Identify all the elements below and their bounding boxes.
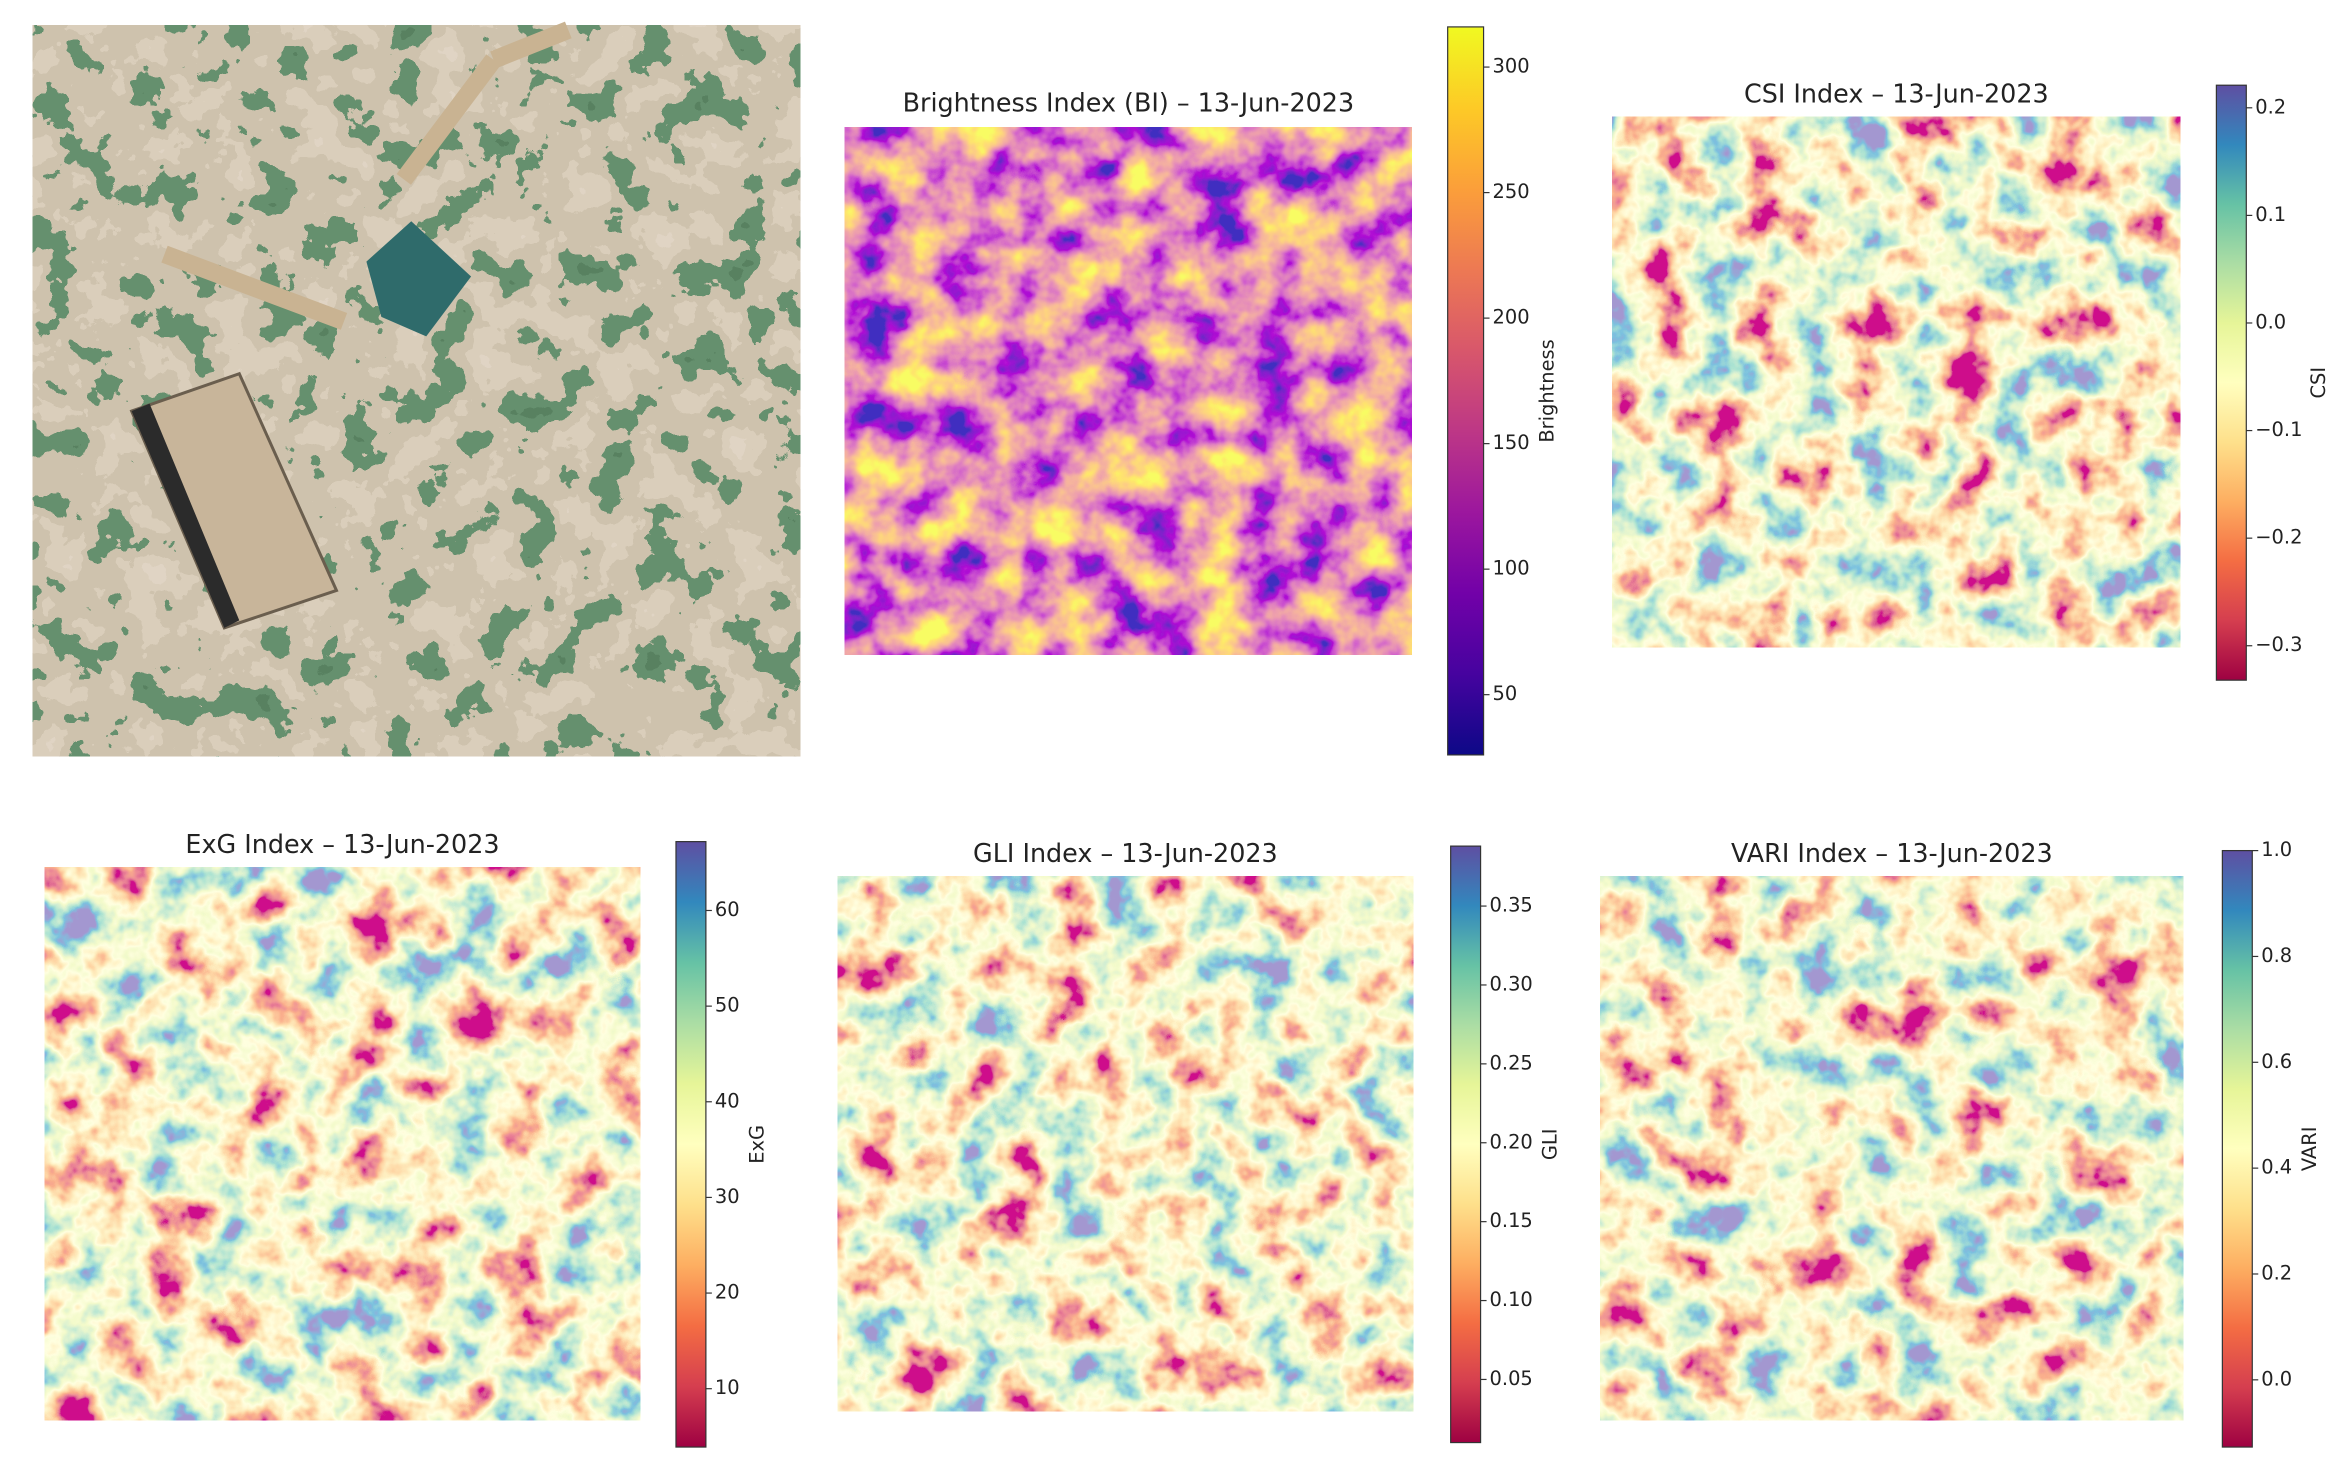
panel-title: VARI Index – 13-Jun-2023	[1731, 838, 2053, 868]
panel-title: Brightness Index (BI) – 13-Jun-2023	[903, 88, 1355, 118]
colorbar-label: Brightness	[1535, 339, 1558, 442]
colorbar-tick-label: 10	[715, 1376, 740, 1399]
colorbar-tick-label: 0.8	[2261, 944, 2292, 967]
colorbar-tick-label: −0.3	[2255, 633, 2302, 656]
colorbar-tick-label: 250	[1493, 180, 1530, 203]
colorbar-tick-label: 100	[1493, 557, 1530, 580]
colorbar-tick-label: 30	[715, 1185, 740, 1208]
colorbar	[2221, 849, 2253, 1448]
colorbar-tick-label: 0.25	[1490, 1051, 1533, 1074]
colorbar-tick-label: 50	[715, 994, 740, 1017]
colorbar-tick-label: 60	[715, 898, 740, 921]
colorbar-tick-label: 0.0	[2261, 1367, 2292, 1390]
colorbar-tick-label: 0.4	[2261, 1156, 2292, 1179]
colorbar-tick-label: 0.35	[1490, 894, 1533, 917]
colorbar-tick-label: 0.6	[2261, 1050, 2292, 1073]
path	[161, 21, 572, 330]
colorbar-label: GLI	[1538, 1129, 1561, 1161]
colorbar-tick-label: 0.10	[1490, 1288, 1533, 1311]
ruin-colonnade	[131, 403, 240, 628]
colorbar-tick-label: 0.0	[2255, 310, 2286, 333]
colorbar-tick-label: 0.05	[1490, 1367, 1533, 1390]
photo-texture	[32, 25, 801, 757]
colorbar-label: CSI	[2307, 367, 2330, 399]
colorbar-tick-label: 50	[1493, 682, 1518, 705]
colorbar-tick-label: 0.1	[2255, 203, 2286, 226]
heatmap-image	[44, 867, 641, 1421]
panel-title: GLI Index – 13-Jun-2023	[973, 838, 1278, 868]
colorbar-label: VARI	[2298, 1127, 2321, 1172]
colorbar-tick-label: 0.20	[1490, 1130, 1533, 1153]
heatmap-image	[844, 127, 1412, 655]
colorbar-tick-label: 200	[1493, 306, 1530, 329]
colorbar	[675, 841, 707, 1448]
colorbar-tick-label: 40	[715, 1089, 740, 1112]
colorbar	[1450, 845, 1482, 1444]
colorbar-tick-label: −0.2	[2255, 526, 2302, 549]
heatmap-image	[1600, 876, 2184, 1421]
heatmap-image	[837, 876, 1414, 1412]
colorbar	[2215, 84, 2247, 681]
panel-title: ExG Index – 13-Jun-2023	[185, 829, 499, 859]
colorbar	[1447, 26, 1485, 756]
aerial-photo	[32, 21, 801, 757]
colorbar-label: ExG	[746, 1125, 769, 1164]
colorbar-tick-label: 0.15	[1490, 1209, 1533, 1232]
colorbar-tick-label: 1.0	[2261, 838, 2292, 861]
colorbar-tick-label: 300	[1493, 55, 1530, 78]
colorbar-tick-label: 0.2	[2261, 1261, 2292, 1284]
roof	[366, 221, 472, 337]
colorbar-tick-label: 150	[1493, 431, 1530, 454]
ruin-building	[129, 371, 339, 630]
colorbar-tick-label: 0.30	[1490, 972, 1533, 995]
colorbar-tick-label: 0.2	[2255, 95, 2286, 118]
panel-title: CSI Index – 13-Jun-2023	[1744, 79, 2049, 109]
colorbar-tick-label: 20	[715, 1281, 740, 1304]
heatmap-image	[1612, 116, 2181, 648]
colorbar-tick-label: −0.1	[2255, 418, 2302, 441]
